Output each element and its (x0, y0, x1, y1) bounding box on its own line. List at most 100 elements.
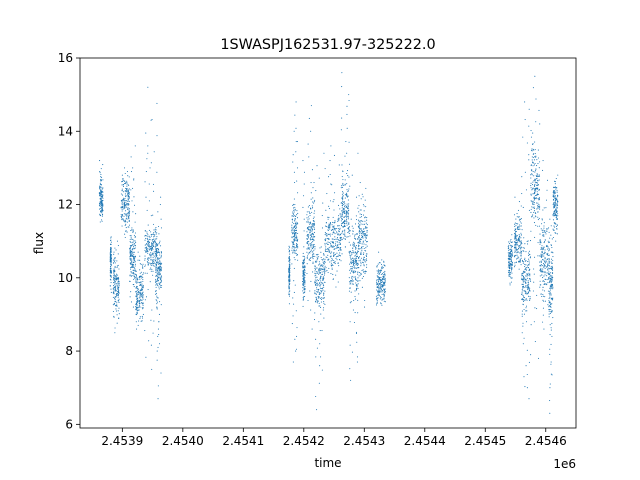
data-point (312, 224, 314, 226)
data-point (532, 290, 534, 292)
data-point (137, 259, 139, 261)
data-point (515, 236, 517, 238)
data-point (126, 195, 128, 197)
data-point (318, 177, 320, 179)
data-point (154, 243, 156, 245)
data-point (160, 251, 163, 253)
data-point (297, 247, 299, 249)
data-point (288, 294, 290, 296)
data-point (357, 246, 359, 248)
data-point (152, 260, 154, 262)
data-point (112, 304, 114, 306)
data-point (297, 246, 299, 248)
data-point (160, 245, 162, 247)
data-point (357, 312, 359, 314)
data-point (328, 234, 330, 236)
data-point (538, 175, 540, 177)
data-point (131, 227, 133, 229)
data-point (546, 189, 548, 191)
data-point (145, 237, 147, 239)
data-point (151, 248, 153, 250)
data-point (529, 279, 531, 281)
data-point (319, 247, 321, 249)
data-point (158, 282, 160, 284)
data-point (544, 262, 546, 264)
data-point (294, 114, 296, 116)
data-point (351, 279, 353, 281)
data-point (102, 197, 104, 199)
data-point (549, 311, 551, 313)
data-point (295, 244, 297, 246)
data-point (524, 243, 526, 245)
data-point (157, 277, 159, 280)
data-point (510, 264, 512, 266)
data-point (147, 240, 149, 242)
data-point (155, 280, 157, 282)
data-point (144, 230, 146, 232)
data-point (313, 224, 315, 226)
data-point (336, 237, 339, 239)
data-point (358, 229, 360, 232)
data-point (343, 184, 345, 186)
data-point (152, 253, 154, 255)
data-point (334, 228, 336, 230)
data-point (352, 309, 354, 311)
data-point (335, 257, 337, 259)
data-point (124, 224, 126, 226)
data-point (548, 304, 550, 307)
data-point (509, 267, 511, 269)
data-point (311, 238, 313, 241)
data-point (342, 212, 344, 214)
data-point (153, 232, 155, 234)
data-point (296, 254, 299, 256)
data-point (550, 267, 552, 270)
data-point (158, 225, 160, 228)
data-point (121, 208, 123, 210)
data-point (131, 254, 134, 257)
data-point (325, 246, 327, 248)
data-point (157, 346, 159, 348)
data-point (122, 201, 124, 203)
data-point (336, 238, 338, 240)
data-point (130, 254, 132, 256)
data-point (318, 261, 320, 263)
data-point (354, 223, 357, 225)
data-point (126, 213, 128, 215)
data-point (134, 273, 136, 275)
data-point (384, 289, 386, 291)
data-point (142, 286, 144, 288)
data-point (151, 246, 154, 248)
data-point (147, 250, 149, 252)
data-point (348, 141, 350, 143)
data-point (362, 196, 364, 198)
data-point (556, 197, 558, 199)
data-point (532, 162, 534, 164)
data-point (126, 171, 128, 173)
data-point (100, 199, 102, 201)
data-point (338, 218, 340, 220)
data-point (383, 277, 385, 279)
data-point (152, 233, 154, 235)
data-point (510, 254, 512, 256)
data-point (553, 201, 555, 203)
data-point (155, 229, 157, 231)
data-point (353, 258, 355, 260)
data-point (158, 271, 160, 273)
data-point (137, 291, 140, 293)
data-point (318, 256, 320, 258)
data-point (351, 266, 353, 268)
data-point (526, 310, 528, 312)
data-point (341, 197, 343, 200)
data-point (381, 293, 383, 295)
data-point (524, 386, 526, 388)
data-point (319, 283, 321, 285)
data-point (377, 294, 379, 296)
data-point (344, 234, 346, 236)
data-point (291, 241, 293, 243)
data-point (303, 171, 306, 173)
data-point (135, 309, 137, 311)
data-point (542, 286, 544, 288)
data-point (533, 211, 535, 213)
data-point (552, 204, 554, 206)
